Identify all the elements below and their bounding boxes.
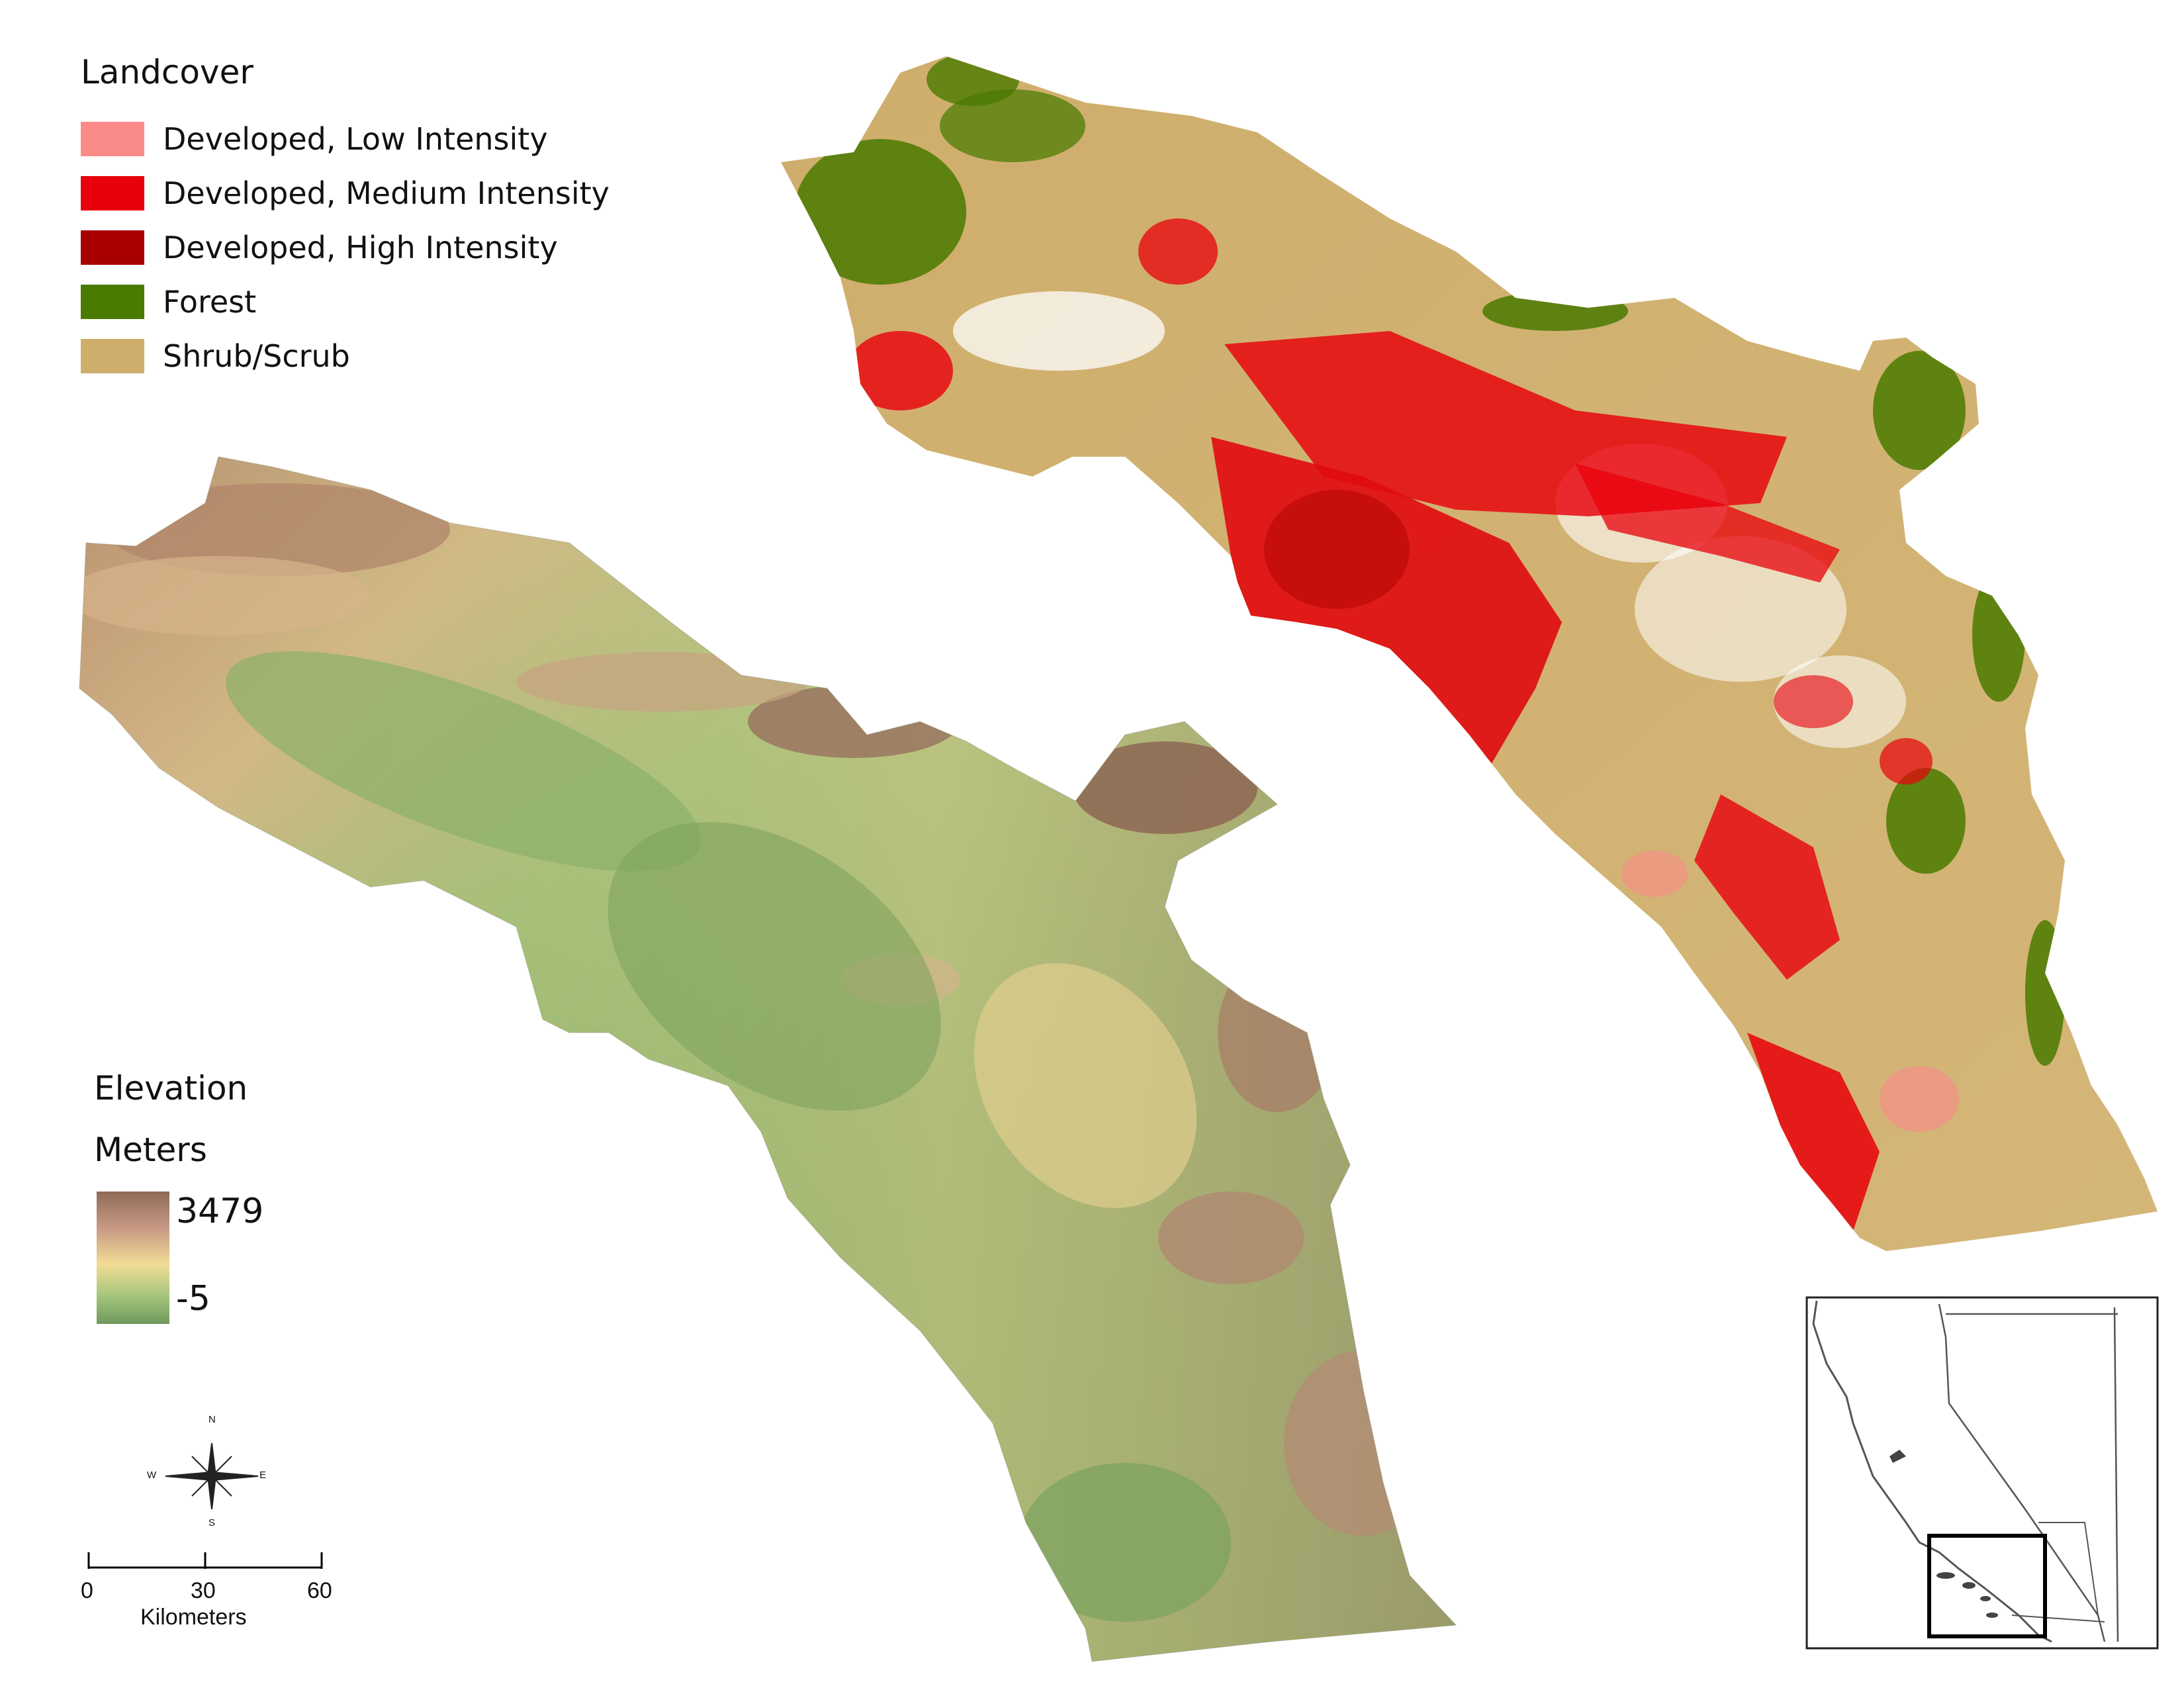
swatch-developed-high — [81, 230, 144, 265]
elevation-min-label: -5 — [176, 1279, 210, 1319]
north-arrow — [165, 1442, 259, 1510]
elevation-legend-title: Elevation — [94, 1069, 248, 1107]
legend-item-shrub-scrub: Shrub/Scrub — [81, 336, 350, 376]
legend-label: Developed, High Intensity — [163, 230, 558, 265]
legend-label: Forest — [163, 284, 257, 320]
legend-item-developed-medium: Developed, Medium Intensity — [81, 173, 610, 213]
legend-label: Developed, Low Intensity — [163, 121, 548, 157]
elevation-legend-units: Meters — [94, 1131, 207, 1169]
swatch-forest — [81, 285, 144, 319]
elevation-max-label: 3479 — [176, 1192, 264, 1231]
east-label: E — [259, 1470, 267, 1481]
swatch-developed-medium — [81, 176, 144, 211]
north-label: N — [208, 1414, 216, 1425]
locator-inset-map — [1805, 1296, 2159, 1650]
legend-item-developed-low: Developed, Low Intensity — [81, 119, 548, 159]
legend-label: Developed, Medium Intensity — [163, 175, 610, 211]
landcover-legend-title: Landcover — [81, 53, 253, 91]
scale-tick-60: 60 — [307, 1578, 332, 1603]
legend-item-developed-high: Developed, High Intensity — [81, 228, 558, 267]
elevation-raster — [79, 456, 1457, 1662]
legend-label: Shrub/Scrub — [163, 338, 350, 374]
scale-tick-0: 0 — [81, 1578, 93, 1603]
elevation-color-ramp — [97, 1192, 169, 1324]
legend-item-forest: Forest — [81, 282, 256, 322]
scale-tick-30: 30 — [191, 1578, 216, 1603]
west-label: W — [147, 1470, 157, 1481]
scale-units: Kilometers — [140, 1605, 247, 1630]
swatch-shrub-scrub — [81, 339, 144, 373]
south-label: S — [208, 1517, 216, 1528]
swatch-developed-low — [81, 122, 144, 156]
scale-bar — [87, 1552, 323, 1569]
